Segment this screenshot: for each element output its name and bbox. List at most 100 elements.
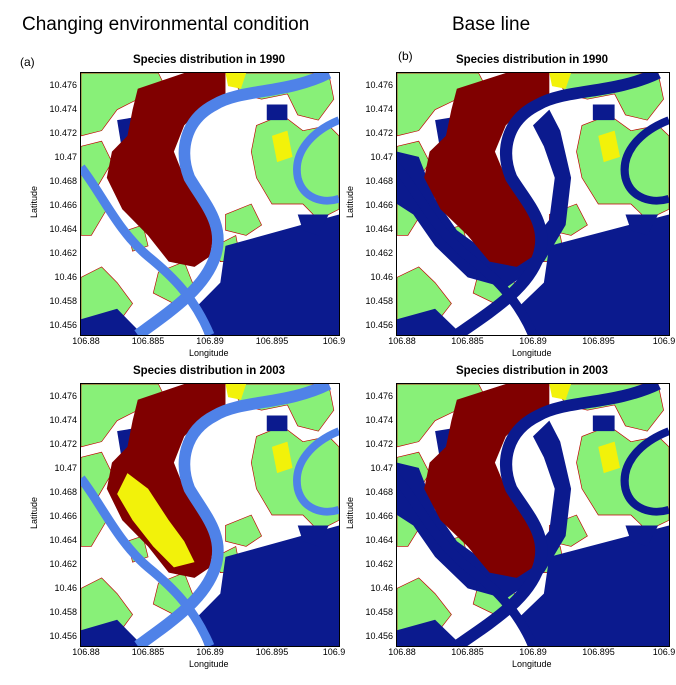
land-yellow [598, 441, 621, 474]
land-dark-blue [625, 214, 659, 236]
y-tick-label: 10.458 [49, 607, 77, 617]
mangrove-dark-red [106, 384, 226, 578]
y-tick-label: 10.46 [54, 272, 77, 282]
land-dark-blue [592, 415, 615, 432]
river [453, 384, 661, 646]
y-tick-label: 10.474 [365, 415, 393, 425]
x-tick-label: 106.88 [388, 647, 416, 657]
river-branch [620, 116, 669, 205]
x-tick-label: 106.9 [652, 647, 676, 657]
y-tick-label: 10.462 [365, 248, 393, 258]
y-tick-label: 10.464 [49, 535, 77, 545]
map-plot-baseline-2003 [396, 383, 670, 647]
land-dark-blue [397, 619, 463, 646]
river-branch-west [397, 164, 538, 335]
land-yellow [549, 73, 572, 89]
x-tick-label: 106.885 [131, 647, 165, 657]
y-tick-label: 10.464 [365, 224, 393, 234]
land-yellow [225, 73, 247, 89]
y-tick-label: 10.468 [49, 176, 77, 186]
y-tick-label: 10.47 [54, 152, 77, 162]
y-tick-label: 10.46 [370, 583, 393, 593]
x-tick-label: 106.895 [582, 336, 615, 346]
x-tick-label: 106.895 [582, 647, 615, 657]
y-tick-label: 10.472 [49, 439, 77, 449]
y-tick-label: 10.468 [49, 487, 77, 497]
x-tick-label: 106.88 [388, 336, 416, 346]
panel-letter-a: (a) [20, 55, 35, 69]
land-yellow [549, 384, 572, 400]
x-tick-label: 106.885 [451, 647, 484, 657]
land-dark-blue [194, 214, 339, 335]
y-tick-label: 10.47 [370, 152, 393, 162]
x-axis-label: Longitude [189, 348, 229, 358]
x-tick-label: 106.89 [196, 336, 224, 346]
map-title: Species distribution in 2003 [455, 365, 609, 377]
land-dark-blue [397, 308, 463, 335]
land-green [225, 514, 263, 547]
x-tick-label: 106.895 [255, 336, 289, 346]
panel-letter-b: (b) [398, 49, 413, 63]
y-tick-label: 10.462 [49, 559, 77, 569]
y-tick-label: 10.458 [365, 607, 393, 617]
land-green [225, 203, 263, 236]
map-plot-baseline-1990 [396, 72, 670, 336]
land-dark-blue [297, 214, 329, 236]
y-tick-label: 10.456 [49, 631, 77, 641]
river-branch [293, 427, 339, 516]
x-tick-label: 106.89 [519, 336, 547, 346]
land-green [81, 266, 134, 325]
y-tick-label: 10.472 [49, 128, 77, 138]
river-branch-west [397, 475, 538, 646]
y-tick-label: 10.468 [365, 487, 393, 497]
land-yellow [271, 130, 293, 163]
mangrove-dark-red [424, 73, 550, 267]
column-heading-baseline: Base line [452, 14, 531, 35]
river [453, 73, 661, 335]
x-axis-label: Longitude [189, 659, 229, 669]
x-tick-label: 106.885 [451, 336, 484, 346]
y-tick-label: 10.462 [49, 248, 77, 258]
y-tick-label: 10.47 [370, 463, 393, 473]
land-dark-blue [625, 525, 659, 547]
y-tick-label: 10.456 [49, 320, 77, 330]
land-dark-blue [266, 415, 288, 432]
river-branch [293, 116, 339, 205]
y-tick-label: 10.466 [365, 200, 393, 210]
river-branch-west [81, 164, 215, 335]
mangrove-dark-red [106, 73, 226, 267]
yellow-expansion [117, 473, 195, 568]
river [134, 384, 332, 646]
y-tick-label: 10.456 [365, 631, 393, 641]
y-tick-label: 10.472 [365, 128, 393, 138]
land-yellow [271, 441, 293, 474]
y-tick-label: 10.476 [365, 391, 393, 401]
y-tick-label: 10.476 [49, 391, 77, 401]
flood-dark-blue [397, 109, 572, 288]
y-tick-label: 10.476 [49, 80, 77, 90]
y-tick-label: 10.466 [365, 511, 393, 521]
y-tick-label: 10.46 [54, 583, 77, 593]
y-tick-label: 10.462 [365, 559, 393, 569]
river-branch-west [81, 475, 215, 646]
x-tick-label: 106.9 [322, 647, 346, 657]
y-tick-label: 10.456 [365, 320, 393, 330]
x-tick-label: 106.895 [255, 647, 289, 657]
y-tick-label: 10.464 [365, 535, 393, 545]
y-tick-label: 10.458 [365, 296, 393, 306]
y-tick-label: 10.458 [49, 296, 77, 306]
map-plot-changing-2003 [80, 383, 340, 647]
y-tick-label: 10.464 [49, 224, 77, 234]
map-plot-changing-1990 [80, 72, 340, 336]
flood-dark-blue [397, 420, 572, 599]
land-dark-blue [81, 308, 143, 335]
y-tick-label: 10.466 [49, 511, 77, 521]
x-tick-label: 106.885 [131, 336, 165, 346]
map-title: Species distribution in 2003 [132, 365, 286, 377]
map-title: Species distribution in 1990 [455, 54, 609, 66]
x-tick-label: 106.88 [72, 336, 100, 346]
y-tick-label: 10.46 [370, 272, 393, 282]
map-title: Species distribution in 1990 [132, 54, 286, 66]
land-dark-blue [194, 525, 339, 646]
x-tick-label: 106.88 [72, 647, 100, 657]
